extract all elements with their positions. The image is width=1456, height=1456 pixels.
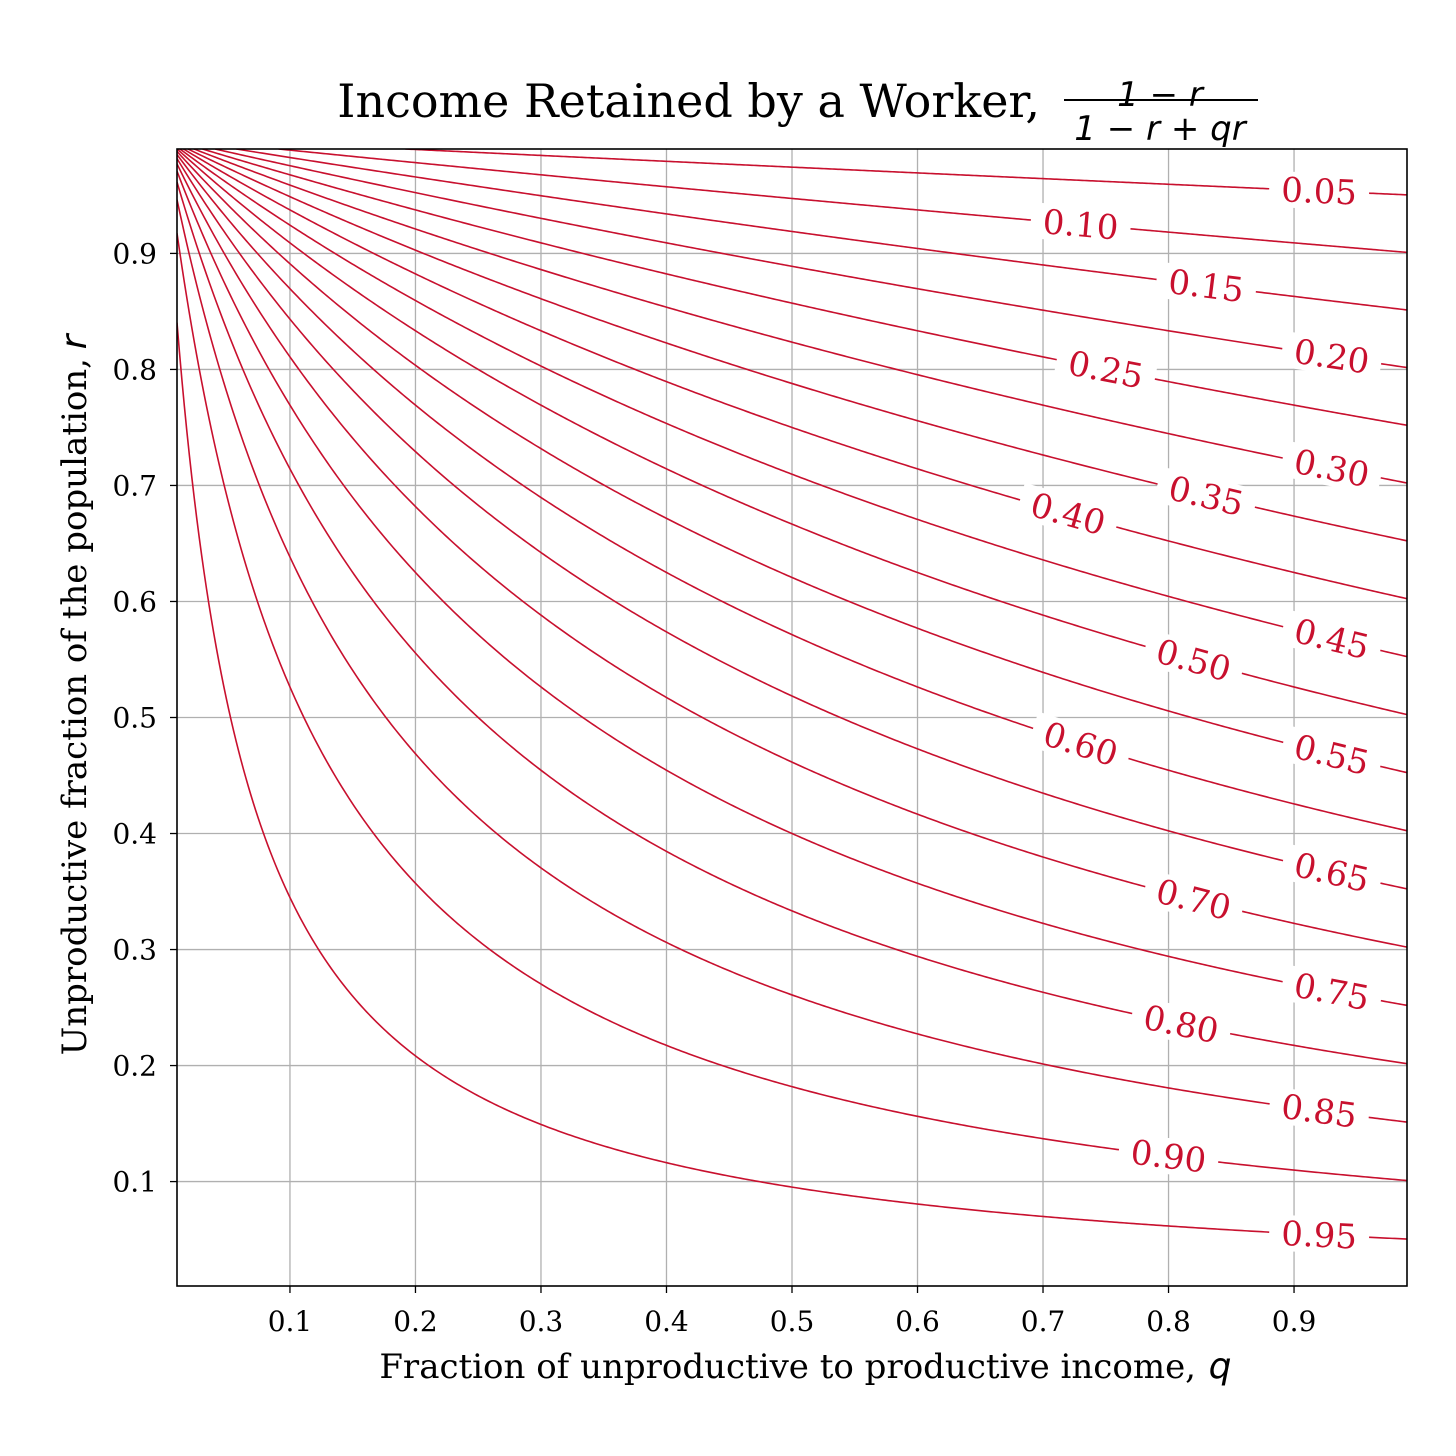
contour-label-mask xyxy=(1278,843,1385,901)
y-axis-label-text: Unproductive fraction of the population, xyxy=(55,358,95,1055)
contour-label-mask xyxy=(1279,964,1385,1019)
y-tick-label: 0.4 xyxy=(112,818,157,851)
x-tick-label: 0.9 xyxy=(1272,1305,1317,1338)
x-axis-label-text: Fraction of unproductive to productive i… xyxy=(379,1347,1196,1387)
y-axis-label: Unproductive fraction of the population, xyxy=(55,358,95,1055)
y-tick-label: 0.9 xyxy=(112,237,157,270)
contour-label-mask xyxy=(1029,202,1133,247)
y-tick-label: 0.7 xyxy=(112,469,157,502)
contour-line xyxy=(177,154,1407,832)
x-axis-variable: q xyxy=(1209,1346,1232,1387)
contour-label-mask xyxy=(1278,609,1385,669)
y-tick-label: 0.8 xyxy=(112,353,157,386)
contour-label-mask xyxy=(1027,711,1134,777)
y-tick-label: 0.5 xyxy=(112,702,157,735)
y-tick-label: 0.3 xyxy=(112,934,157,967)
contour-line xyxy=(405,149,1407,196)
contour-label-mask xyxy=(1154,261,1259,310)
contour-label-mask xyxy=(1053,342,1159,397)
chart-title: Income Retained by a Worker, xyxy=(337,74,1040,128)
contour-label: 0.05 xyxy=(1280,170,1357,213)
contour-label-mask xyxy=(1015,482,1122,545)
x-tick-label: 0.6 xyxy=(895,1305,940,1338)
y-axis-label-group: Unproductive fraction of the population,… xyxy=(54,332,95,1055)
title-formula-denominator: 1 − r + qr xyxy=(1074,109,1247,149)
x-tick-label: 0.2 xyxy=(393,1305,438,1338)
contour-label-mask xyxy=(1267,1086,1372,1136)
contour-line xyxy=(278,149,1407,254)
y-tick-label: 0.2 xyxy=(112,1050,157,1083)
contour-label-mask xyxy=(1128,996,1234,1052)
contour-label: 0.10 xyxy=(1041,202,1120,248)
contour-line xyxy=(177,322,1407,1240)
contour-line xyxy=(202,149,1407,427)
x-tick-label: 0.5 xyxy=(770,1305,815,1338)
y-axis-ticks: 0.1 0.2 0.3 0.4 0.5 0.6 0.7 0.8 0.9 xyxy=(112,237,177,1199)
contour-label-mask xyxy=(1153,466,1259,525)
title-formula-numerator: 1 − r xyxy=(1117,75,1205,115)
x-axis-ticks: 0.1 0.2 0.3 0.4 0.5 0.6 0.7 0.8 0.9 xyxy=(268,1286,1317,1338)
contour-label-mask xyxy=(1116,1132,1221,1181)
contour-label-mask xyxy=(1268,170,1370,212)
contour-label-mask xyxy=(1140,869,1247,930)
x-tick-label: 0.3 xyxy=(519,1305,564,1338)
contour-line xyxy=(179,149,1407,658)
x-tick-label: 0.8 xyxy=(1146,1305,1191,1338)
contour-label: 0.95 xyxy=(1280,1214,1358,1258)
contour-label: 0.90 xyxy=(1128,1133,1208,1182)
contour-label-mask xyxy=(1140,629,1247,691)
contour-line xyxy=(193,149,1407,484)
contour-label-mask xyxy=(1279,330,1384,382)
y-axis-variable: r xyxy=(54,332,95,349)
contour-label-mask xyxy=(1279,440,1385,496)
contour-line xyxy=(177,150,1407,774)
x-axis-label: Fraction of unproductive to productive i… xyxy=(379,1347,1196,1387)
contour-line xyxy=(177,158,1407,890)
contour-label-mask xyxy=(1268,1214,1371,1256)
x-tick-label: 0.7 xyxy=(1021,1305,1066,1338)
contour-label: 0.15 xyxy=(1166,262,1246,311)
contour-line xyxy=(177,170,1407,1007)
contour-line xyxy=(214,149,1407,369)
y-tick-label: 0.1 xyxy=(112,1166,157,1199)
chart-title-text: Income Retained by a Worker, xyxy=(337,74,1040,128)
x-tick-label: 0.1 xyxy=(268,1305,313,1338)
contour-line xyxy=(177,199,1407,1123)
x-tick-label: 0.4 xyxy=(644,1305,689,1338)
contour-line xyxy=(183,149,1407,600)
contour-lines xyxy=(177,149,1407,1240)
y-tick-label: 0.6 xyxy=(112,585,157,618)
contour-label-mask xyxy=(1278,725,1385,785)
